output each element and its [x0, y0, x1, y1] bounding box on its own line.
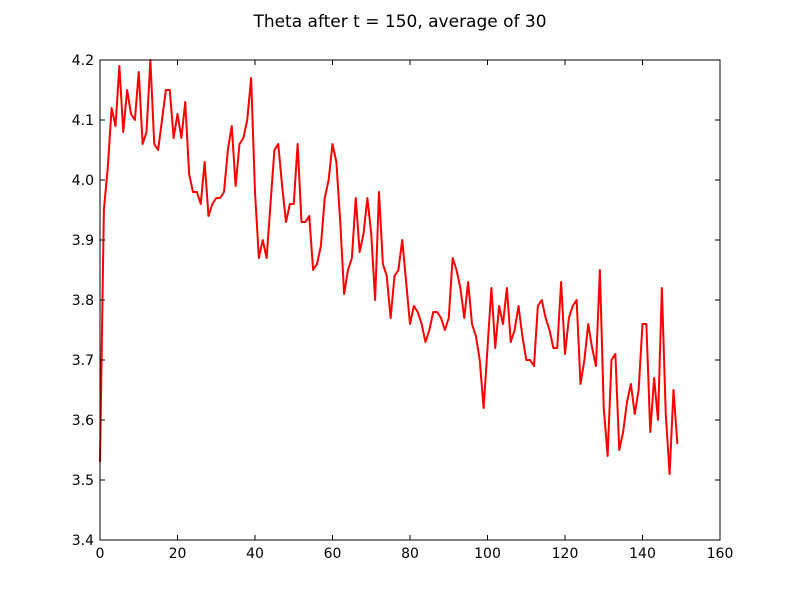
y-tick-label: 3.8 — [72, 293, 94, 309]
y-tick-label: 4.1 — [72, 113, 94, 129]
y-tick-label: 4.0 — [72, 173, 94, 189]
y-tick-label: 3.4 — [72, 533, 94, 549]
x-tick-label: 20 — [169, 546, 187, 562]
y-tick-label: 3.6 — [72, 413, 94, 429]
x-tick-label: 140 — [629, 546, 656, 562]
x-tick-label: 60 — [324, 546, 342, 562]
chart-title: Theta after t = 150, average of 30 — [252, 12, 546, 32]
y-tick-label: 4.2 — [72, 53, 94, 69]
plot-frame — [99, 59, 721, 541]
y-axis: 3.4 3.5 3.6 3.7 3.8 3.9 4.0 4.1 4.2 — [72, 53, 720, 549]
series-layer — [99, 59, 679, 475]
x-tick-label: 0 — [96, 546, 105, 562]
x-axis: 0 20 40 60 80 100 120 140 160 — [96, 60, 734, 562]
series-line-0 — [99, 59, 679, 475]
x-tick-label: 100 — [474, 546, 501, 562]
x-tick-label: 160 — [707, 546, 734, 562]
y-tick-label: 3.9 — [72, 233, 94, 249]
y-tick-label: 3.5 — [72, 473, 94, 489]
y-tick-label: 3.7 — [72, 353, 94, 369]
x-tick-label: 80 — [401, 546, 419, 562]
x-tick-label: 40 — [246, 546, 264, 562]
x-tick-label: 120 — [552, 546, 579, 562]
